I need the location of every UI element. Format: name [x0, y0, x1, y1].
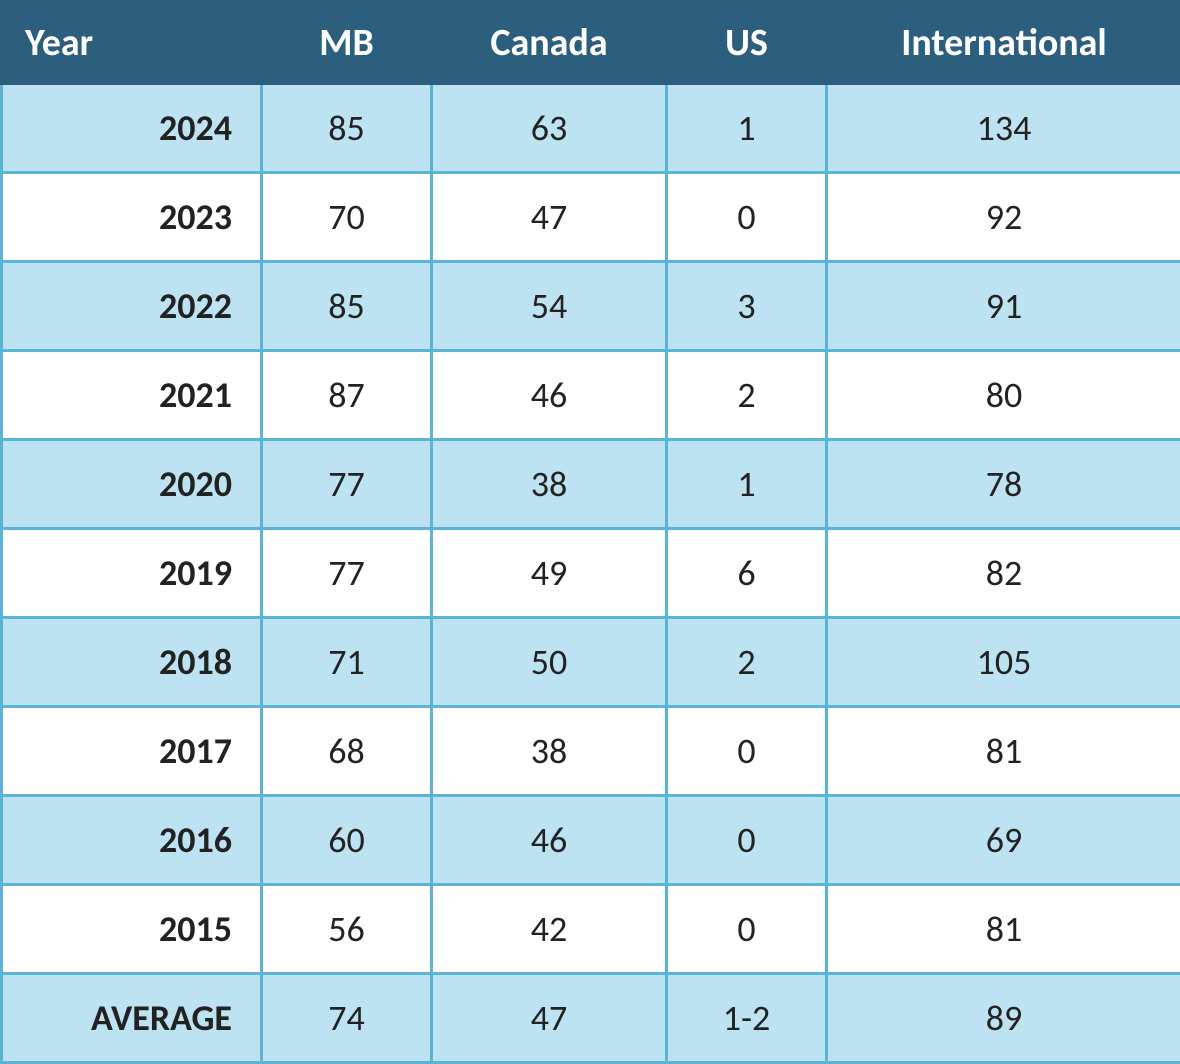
cell-value: 82 — [827, 529, 1180, 618]
cell-value: 63 — [432, 84, 667, 173]
cell-value: 50 — [432, 618, 667, 707]
table-row: 201871502105 — [2, 618, 1180, 707]
footer-label: AVERAGE — [2, 974, 262, 1063]
table-foot: AVERAGE 74 47 1-2 89 — [2, 974, 1180, 1063]
cell-value: 92 — [827, 173, 1180, 262]
cell-value: 0 — [667, 885, 827, 974]
cell-value: 68 — [262, 707, 432, 796]
footer-us: 1-2 — [667, 974, 827, 1063]
cell-value: 60 — [262, 796, 432, 885]
header-row: Year MB Canada US International — [2, 2, 1180, 84]
table-row: 20155642081 — [2, 885, 1180, 974]
cell-value: 0 — [667, 173, 827, 262]
header-us: US — [667, 2, 827, 84]
cell-year: 2017 — [2, 707, 262, 796]
cell-year: 2018 — [2, 618, 262, 707]
cell-value: 105 — [827, 618, 1180, 707]
cell-value: 134 — [827, 84, 1180, 173]
cell-value: 3 — [667, 262, 827, 351]
cell-value: 91 — [827, 262, 1180, 351]
cell-value: 71 — [262, 618, 432, 707]
cell-value: 85 — [262, 84, 432, 173]
cell-year: 2019 — [2, 529, 262, 618]
cell-value: 80 — [827, 351, 1180, 440]
cell-value: 69 — [827, 796, 1180, 885]
cell-value: 38 — [432, 707, 667, 796]
cell-value: 49 — [432, 529, 667, 618]
cell-value: 81 — [827, 707, 1180, 796]
cell-value: 70 — [262, 173, 432, 262]
footer-mb: 74 — [262, 974, 432, 1063]
cell-value: 85 — [262, 262, 432, 351]
footer-international: 89 — [827, 974, 1180, 1063]
cell-value: 77 — [262, 440, 432, 529]
table-row: 20228554391 — [2, 262, 1180, 351]
table-head: Year MB Canada US International — [2, 2, 1180, 84]
cell-year: 2016 — [2, 796, 262, 885]
table-row: 20218746280 — [2, 351, 1180, 440]
cell-value: 0 — [667, 796, 827, 885]
cell-value: 77 — [262, 529, 432, 618]
cell-value: 87 — [262, 351, 432, 440]
cell-year: 2020 — [2, 440, 262, 529]
cell-value: 2 — [667, 351, 827, 440]
data-table-container: Year MB Canada US International 20248563… — [0, 0, 1180, 1064]
cell-year: 2022 — [2, 262, 262, 351]
cell-value: 46 — [432, 796, 667, 885]
cell-value: 42 — [432, 885, 667, 974]
cell-year: 2024 — [2, 84, 262, 173]
cell-value: 0 — [667, 707, 827, 796]
cell-value: 54 — [432, 262, 667, 351]
cell-year: 2023 — [2, 173, 262, 262]
footer-canada: 47 — [432, 974, 667, 1063]
cell-value: 6 — [667, 529, 827, 618]
cell-value: 46 — [432, 351, 667, 440]
cell-value: 47 — [432, 173, 667, 262]
table-row: 202485631134 — [2, 84, 1180, 173]
cell-year: 2021 — [2, 351, 262, 440]
table-row: 20166046069 — [2, 796, 1180, 885]
cell-value: 56 — [262, 885, 432, 974]
cell-value: 1 — [667, 440, 827, 529]
footer-row: AVERAGE 74 47 1-2 89 — [2, 974, 1180, 1063]
header-international: International — [827, 2, 1180, 84]
table-row: 20176838081 — [2, 707, 1180, 796]
table-row: 20197749682 — [2, 529, 1180, 618]
table-row: 20207738178 — [2, 440, 1180, 529]
header-year: Year — [2, 2, 262, 84]
table-body: 2024856311342023704709220228554391202187… — [2, 84, 1180, 974]
cell-value: 81 — [827, 885, 1180, 974]
data-table: Year MB Canada US International 20248563… — [0, 0, 1180, 1064]
cell-year: 2015 — [2, 885, 262, 974]
cell-value: 2 — [667, 618, 827, 707]
table-row: 20237047092 — [2, 173, 1180, 262]
cell-value: 1 — [667, 84, 827, 173]
header-mb: MB — [262, 2, 432, 84]
cell-value: 78 — [827, 440, 1180, 529]
header-canada: Canada — [432, 2, 667, 84]
cell-value: 38 — [432, 440, 667, 529]
